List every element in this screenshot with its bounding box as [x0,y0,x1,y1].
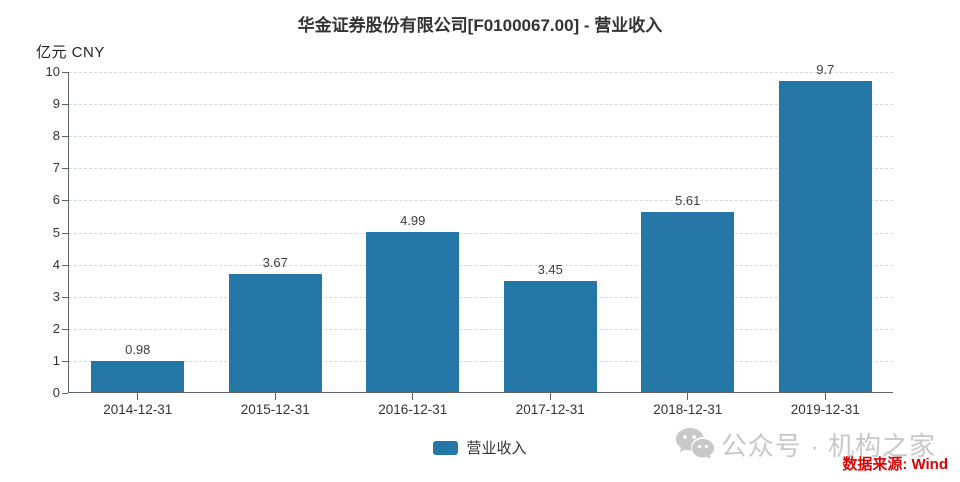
y-axis-tick-label: 9 [52,96,60,112]
y-axis-tick [62,296,68,298]
y-axis-tick [62,232,68,234]
legend-item-label: 营业收入 [466,440,527,457]
wechat-icon [675,427,714,459]
bar [91,360,185,392]
legend: 营业收入 [0,437,960,458]
watermark-text: 公众号 · 机构之家 [720,431,936,461]
bar-value-label: 3.45 [537,262,563,278]
y-axis-tick-label: 5 [52,224,60,240]
legend-swatch [433,440,459,455]
chart-title: 华金证券股份有限公司[F0100067.00] - 营业收入 [297,16,663,35]
bar-value-label: 9.7 [816,61,835,77]
x-axis-tick [137,393,139,400]
gridline [69,296,893,298]
y-axis-tick-label: 3 [52,288,60,304]
gridline [69,104,893,106]
gridline [69,264,893,266]
x-axis-label: 2018-12-31 [653,402,723,417]
gridline [69,168,893,170]
bar [366,231,460,392]
bar-value-label: 5.61 [675,192,701,208]
y-axis-tick-label: 8 [52,128,60,144]
x-axis-tick [412,393,414,400]
y-axis-tick-label: 0 [52,385,60,400]
bar [778,80,872,392]
y-axis-tick-label: 2 [52,320,60,336]
bar-value-label: 0.98 [125,341,151,357]
gridline [69,360,893,362]
y-axis-tick-label: 4 [52,256,60,272]
y-axis-tick [62,168,68,170]
y-axis-tick-label: 1 [52,352,60,368]
gridline [69,200,893,202]
data-source-text: 数据来源: Wind [842,456,948,473]
x-axis-label: 2014-12-31 [103,402,173,417]
x-axis-label: 2016-12-31 [378,402,448,417]
x-axis-label: 2017-12-31 [515,402,585,417]
wechat-watermark: 公众号 · 机构之家 [674,426,936,463]
bar [228,274,322,392]
y-axis-tick [62,72,68,73]
x-axis-tick [274,393,276,400]
plot-area: 0 1 2 3 4 5 6 7 8 9 10 0.98 2014-12-31 3.67 2015-12-31… [46,62,893,417]
gridline [69,328,893,330]
gridline [69,136,893,138]
y-axis-tick [62,136,68,138]
y-axis-tick [62,104,68,106]
bar-value-label: 3.67 [262,255,288,271]
y-axis-tick [62,393,68,394]
y-axis-unit-label: 亿元 CNY [36,44,105,61]
y-axis-tick [62,360,68,362]
y-axis-tick-label: 6 [52,192,60,208]
gridline [69,72,893,73]
x-axis-label: 2019-12-31 [790,402,860,417]
bar [503,281,597,392]
y-axis-tick-label: 7 [52,160,60,176]
x-axis-tick [549,393,551,400]
x-axis-label: 2015-12-31 [240,402,310,417]
y-axis-tick-label: 10 [45,64,60,79]
x-axis-tick [687,393,689,400]
y-axis-tick [62,200,68,202]
y-axis-tick [62,264,68,266]
bar-value-label: 4.99 [400,212,426,228]
y-axis-tick [62,328,68,330]
gridline [69,232,893,234]
bar [641,211,735,392]
x-axis-tick [824,393,826,400]
